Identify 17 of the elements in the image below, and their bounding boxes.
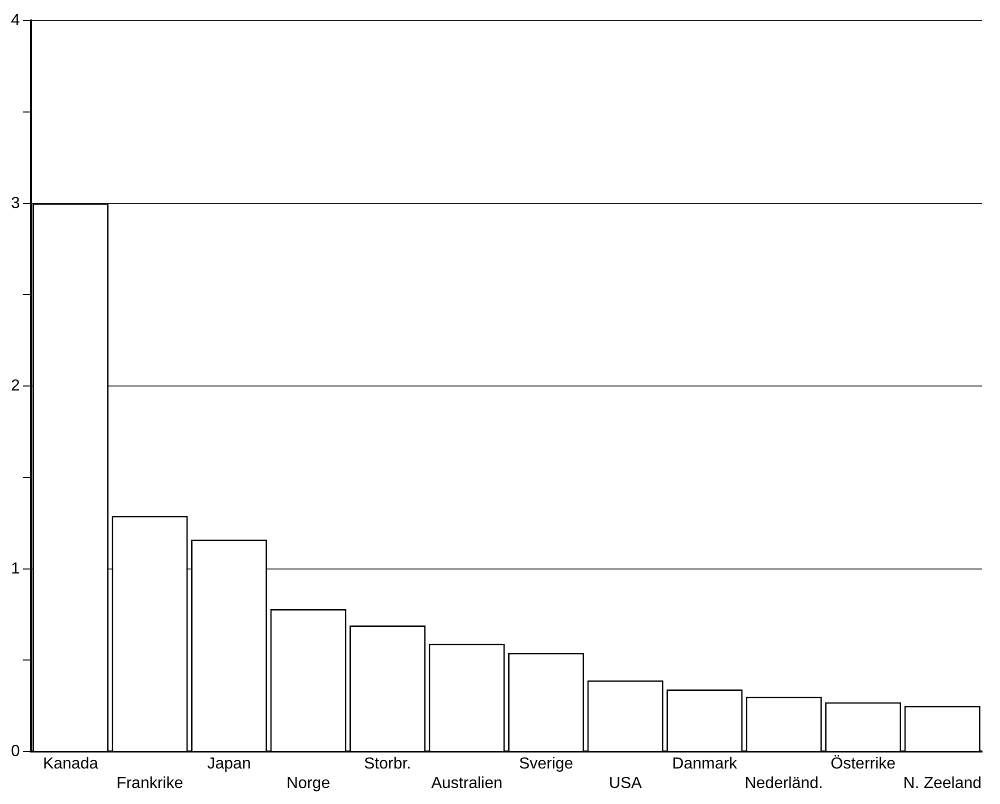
x-tick-label: Japan xyxy=(207,756,251,773)
x-tick-label: Storbr. xyxy=(364,756,412,773)
y-tick-label: 4 xyxy=(10,12,20,30)
x-tick-label: Österrike xyxy=(830,754,896,773)
x-tick-label: Frankrike xyxy=(116,774,184,792)
x-tick-label: Australien xyxy=(431,774,502,792)
x-tick-label: Danmark xyxy=(672,756,738,773)
x-tick-label: Kanada xyxy=(42,756,98,773)
x-tick-label: Sverige xyxy=(518,756,574,773)
x-tick-label: USA xyxy=(608,774,642,792)
x-tick-label: Nederländ. xyxy=(744,774,823,792)
y-tick-label: 2 xyxy=(10,378,20,395)
x-tick-label: N. Zeeland xyxy=(903,774,982,792)
y-tick-label: 0 xyxy=(10,743,20,760)
y-tick-label: 1 xyxy=(10,560,20,578)
y-tick-label: 3 xyxy=(10,194,20,212)
x-tick-label: Norge xyxy=(286,774,330,792)
